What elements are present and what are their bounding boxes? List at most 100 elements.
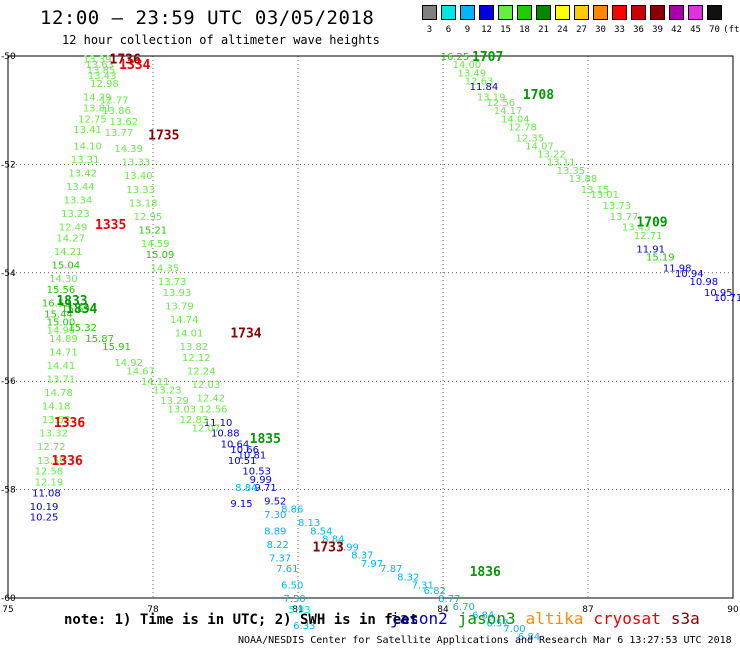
wave-height-value: 12.42 bbox=[197, 393, 226, 404]
track-time-label: 1334 bbox=[119, 58, 150, 73]
wave-height-value: 13.23 bbox=[153, 385, 182, 396]
wave-height-value: 12.56 bbox=[487, 98, 516, 109]
wave-height-value: 10.81 bbox=[238, 450, 267, 461]
y-tick-label: -58 bbox=[1, 486, 16, 496]
wave-height-value: 13.32 bbox=[39, 429, 68, 440]
wave-height-value: 8.37 bbox=[351, 551, 373, 562]
scale-label: 33 bbox=[614, 25, 625, 35]
wave-height-value: 13.85 bbox=[87, 66, 116, 77]
wave-height-value: 9.71 bbox=[255, 483, 277, 494]
y-tick-label: -60 bbox=[1, 594, 16, 604]
wave-height-value: 12.56 bbox=[199, 404, 228, 415]
wave-height-value: 10.51 bbox=[228, 456, 257, 467]
wave-height-value: 10.98 bbox=[690, 277, 719, 288]
wave-height-value: 13.33 bbox=[126, 185, 155, 196]
wave-height-value: 14.10 bbox=[73, 141, 102, 152]
wave-height-value: 10.71 bbox=[714, 293, 740, 304]
x-tick-label: 75 bbox=[2, 605, 13, 615]
scale-label: 9 bbox=[464, 25, 471, 35]
scale-swatch bbox=[612, 5, 627, 20]
wave-height-value: 13.31 bbox=[71, 155, 100, 166]
wave-height-value: 12.12 bbox=[182, 353, 211, 364]
satellite-jason3: jason3 bbox=[457, 609, 516, 628]
wave-height-value: 10.88 bbox=[211, 429, 240, 440]
wave-height-value: 14.30 bbox=[49, 274, 78, 285]
wave-height-value: 10.53 bbox=[242, 467, 271, 478]
wave-height-value: 14.78 bbox=[44, 388, 73, 399]
wave-height-value: 7.37 bbox=[269, 553, 291, 564]
wave-height-value: 10.64 bbox=[221, 440, 250, 451]
wave-height-value: 8.86 bbox=[281, 505, 303, 516]
wave-height-value: 13.79 bbox=[165, 301, 194, 312]
track-time-label: 1835 bbox=[250, 432, 281, 447]
wave-height-value: 13.41 bbox=[73, 125, 102, 136]
wave-height-value: 14.74 bbox=[170, 315, 199, 326]
wave-height-value: 14.29 bbox=[83, 93, 112, 104]
track-time-label: 1734 bbox=[230, 326, 261, 341]
track-time-label: 1833 bbox=[56, 294, 87, 309]
wave-height-value: 14.00 bbox=[453, 60, 482, 71]
wave-height-value: 7.30 bbox=[264, 510, 286, 521]
track-time-label: 1336 bbox=[52, 454, 83, 469]
wave-height-value: 13.33 bbox=[122, 158, 151, 169]
wave-height-value: 7.50 bbox=[284, 594, 306, 605]
y-tick-label: -50 bbox=[1, 52, 16, 62]
wave-height-value: 12.07 bbox=[192, 423, 221, 434]
wave-height-value: 13.63 bbox=[85, 60, 114, 71]
scale-label: 42 bbox=[671, 25, 682, 35]
scale-swatch bbox=[574, 5, 589, 20]
wave-height-value: 13.01 bbox=[590, 190, 619, 201]
scale-label: 24 bbox=[557, 25, 568, 35]
wave-height-value: 13.71 bbox=[47, 374, 76, 385]
wave-height-value: 12.58 bbox=[35, 467, 64, 478]
scale-label: 3 bbox=[426, 25, 433, 35]
scale-label: 6 bbox=[445, 25, 452, 35]
scale-swatch bbox=[422, 5, 437, 20]
wave-height-value: 10.95 bbox=[704, 288, 733, 299]
wave-height-value: 13.62 bbox=[110, 117, 139, 128]
wave-height-value: 12.83 bbox=[180, 415, 209, 426]
wave-height-value: 15.56 bbox=[47, 285, 76, 296]
wave-height-value: 13.29 bbox=[160, 396, 189, 407]
wave-height-value: 14.71 bbox=[49, 347, 78, 358]
wave-height-value: 12.19 bbox=[35, 477, 64, 488]
wave-height-value: 14.89 bbox=[49, 334, 78, 345]
wave-height-value: 7.00 bbox=[503, 624, 525, 635]
wave-height-value: 13.93 bbox=[163, 288, 192, 299]
wave-height-value: 13.15 bbox=[581, 185, 610, 196]
wave-height-value: 13.42 bbox=[68, 169, 97, 180]
wave-height-value: 13.22 bbox=[537, 150, 566, 161]
scale-label: 70 bbox=[709, 25, 720, 35]
wave-height-value: 16.52 bbox=[42, 299, 71, 310]
wave-height-value: 9.15 bbox=[230, 499, 252, 510]
scale-swatch bbox=[669, 5, 684, 20]
wave-height-value: 8.32 bbox=[397, 572, 419, 583]
wave-height-value: 14.59 bbox=[141, 239, 170, 250]
satellite-altika: altika bbox=[525, 609, 584, 628]
scale-swatch bbox=[631, 5, 646, 20]
wave-height-value: 13.18 bbox=[129, 198, 158, 209]
wave-height-value: 12.98 bbox=[90, 79, 119, 90]
wave-height-value: 8.22 bbox=[267, 540, 289, 551]
wave-height-value: 6.57 bbox=[487, 618, 509, 629]
scale-swatch bbox=[498, 5, 513, 20]
track-time-label: 1709 bbox=[636, 215, 667, 230]
wave-height-value: 10.19 bbox=[30, 502, 59, 513]
scale-label: 30 bbox=[595, 25, 606, 35]
scale-label: 15 bbox=[500, 25, 511, 35]
wave-height-value: 13.03 bbox=[168, 404, 197, 415]
wave-height-value: 14.35 bbox=[151, 263, 180, 274]
satellite-legend: jason2 jason3 altika cryosat s3a bbox=[390, 609, 710, 628]
wave-height-value: 8.84 bbox=[235, 483, 257, 494]
wave-height-value: 15.91 bbox=[102, 342, 131, 353]
wave-height-value: 14.99 bbox=[47, 326, 76, 337]
wave-height-value: 13.35 bbox=[557, 166, 586, 177]
scale-swatch bbox=[650, 5, 665, 20]
wave-height-value: 6.84 bbox=[518, 632, 540, 643]
satellite-cryosat: cryosat bbox=[593, 609, 661, 628]
wave-height-value: 6.70 bbox=[453, 602, 475, 613]
wave-height-value: 14.18 bbox=[42, 402, 71, 413]
wave-height-value: 15.21 bbox=[139, 225, 168, 236]
plot-frame bbox=[7, 55, 734, 599]
wave-height-value: 12.78 bbox=[508, 122, 537, 133]
